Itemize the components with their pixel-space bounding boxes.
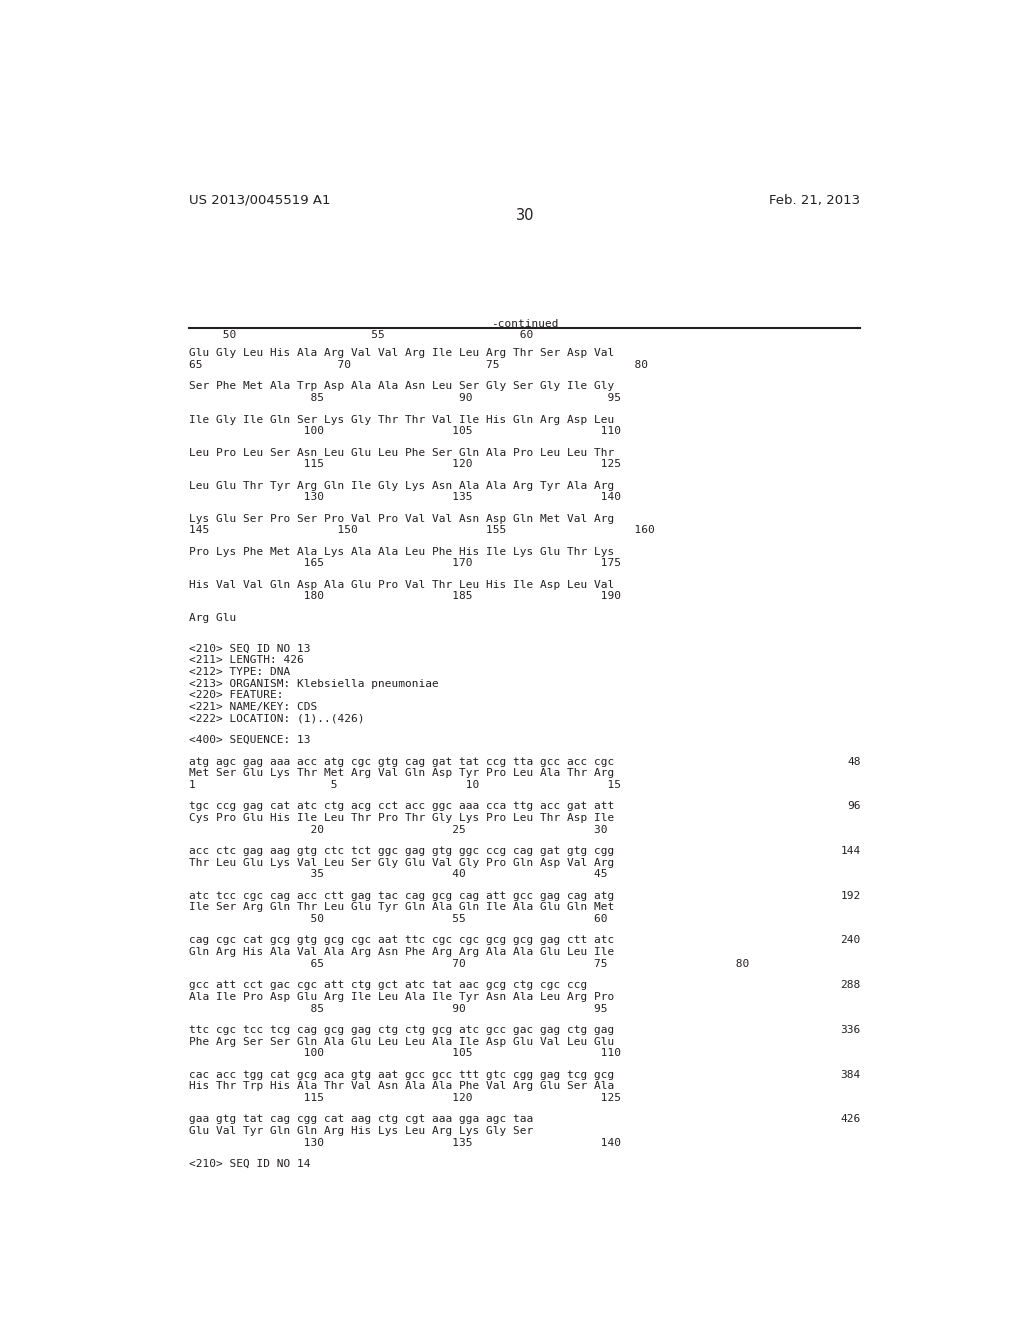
- Text: Arg Glu: Arg Glu: [189, 612, 237, 623]
- Text: cag cgc cat gcg gtg gcg cgc aat ttc cgc cgc gcg gcg gag ctt atc: cag cgc cat gcg gtg gcg cgc aat ttc cgc …: [189, 936, 614, 945]
- Text: 100                   105                   110: 100 105 110: [189, 1048, 622, 1059]
- Text: His Val Val Gln Asp Ala Glu Pro Val Thr Leu His Ile Asp Leu Val: His Val Val Gln Asp Ala Glu Pro Val Thr …: [189, 579, 614, 590]
- Text: Glu Gly Leu His Ala Arg Val Val Arg Ile Leu Arg Thr Ser Asp Val: Glu Gly Leu His Ala Arg Val Val Arg Ile …: [189, 348, 614, 359]
- Text: 336: 336: [841, 1024, 860, 1035]
- Text: <222> LOCATION: (1)..(426): <222> LOCATION: (1)..(426): [189, 714, 365, 723]
- Text: <221> NAME/KEY: CDS: <221> NAME/KEY: CDS: [189, 702, 317, 713]
- Text: 65                    70                    75                    80: 65 70 75 80: [189, 360, 648, 370]
- Text: <400> SEQUENCE: 13: <400> SEQUENCE: 13: [189, 735, 310, 746]
- Text: 115                   120                   125: 115 120 125: [189, 1093, 622, 1104]
- Text: Ser Phe Met Ala Trp Asp Ala Ala Asn Leu Ser Gly Ser Gly Ile Gly: Ser Phe Met Ala Trp Asp Ala Ala Asn Leu …: [189, 381, 614, 392]
- Text: 426: 426: [841, 1114, 860, 1125]
- Text: Leu Pro Leu Ser Asn Leu Glu Leu Phe Ser Gln Ala Pro Leu Leu Thr: Leu Pro Leu Ser Asn Leu Glu Leu Phe Ser …: [189, 447, 614, 458]
- Text: Thr Leu Glu Lys Val Leu Ser Gly Glu Val Gly Pro Gln Asp Val Arg: Thr Leu Glu Lys Val Leu Ser Gly Glu Val …: [189, 858, 614, 867]
- Text: acc ctc gag aag gtg ctc tct ggc gag gtg ggc ccg cag gat gtg cgg: acc ctc gag aag gtg ctc tct ggc gag gtg …: [189, 846, 614, 855]
- Text: Met Ser Glu Lys Thr Met Arg Val Gln Asp Tyr Pro Leu Ala Thr Arg: Met Ser Glu Lys Thr Met Arg Val Gln Asp …: [189, 768, 614, 779]
- Text: 144: 144: [841, 846, 860, 855]
- Text: gcc att cct gac cgc att ctg gct atc tat aac gcg ctg cgc ccg: gcc att cct gac cgc att ctg gct atc tat …: [189, 981, 588, 990]
- Text: 145                   150                   155                   160: 145 150 155 160: [189, 525, 655, 536]
- Text: US 2013/0045519 A1: US 2013/0045519 A1: [189, 194, 331, 207]
- Text: 20                   25                   30: 20 25 30: [189, 825, 607, 834]
- Text: Ile Gly Ile Gln Ser Lys Gly Thr Thr Val Ile His Gln Arg Asp Leu: Ile Gly Ile Gln Ser Lys Gly Thr Thr Val …: [189, 414, 614, 425]
- Text: Leu Glu Thr Tyr Arg Gln Ile Gly Lys Asn Ala Ala Arg Tyr Ala Arg: Leu Glu Thr Tyr Arg Gln Ile Gly Lys Asn …: [189, 480, 614, 491]
- Text: 115                   120                   125: 115 120 125: [189, 459, 622, 469]
- Text: Ala Ile Pro Asp Glu Arg Ile Leu Ala Ile Tyr Asn Ala Leu Arg Pro: Ala Ile Pro Asp Glu Arg Ile Leu Ala Ile …: [189, 991, 614, 1002]
- Text: <213> ORGANISM: Klebsiella pneumoniae: <213> ORGANISM: Klebsiella pneumoniae: [189, 678, 439, 689]
- Text: 96: 96: [847, 801, 860, 812]
- Text: 35                   40                   45: 35 40 45: [189, 870, 607, 879]
- Text: <211> LENGTH: 426: <211> LENGTH: 426: [189, 656, 304, 665]
- Text: 1                    5                   10                   15: 1 5 10 15: [189, 780, 622, 789]
- Text: Gln Arg His Ala Val Ala Arg Asn Phe Arg Arg Ala Ala Glu Leu Ile: Gln Arg His Ala Val Ala Arg Asn Phe Arg …: [189, 948, 614, 957]
- Text: 50                    55                    60: 50 55 60: [189, 330, 534, 341]
- Text: Lys Glu Ser Pro Ser Pro Val Pro Val Val Asn Asp Gln Met Val Arg: Lys Glu Ser Pro Ser Pro Val Pro Val Val …: [189, 513, 614, 524]
- Text: -continued: -continued: [492, 319, 558, 330]
- Text: 48: 48: [847, 756, 860, 767]
- Text: <210> SEQ ID NO 13: <210> SEQ ID NO 13: [189, 644, 310, 653]
- Text: cac acc tgg cat gcg aca gtg aat gcc gcc ttt gtc cgg gag tcg gcg: cac acc tgg cat gcg aca gtg aat gcc gcc …: [189, 1069, 614, 1080]
- Text: <212> TYPE: DNA: <212> TYPE: DNA: [189, 667, 291, 677]
- Text: 288: 288: [841, 981, 860, 990]
- Text: 50                   55                   60: 50 55 60: [189, 913, 607, 924]
- Text: Glu Val Tyr Gln Gln Arg His Lys Leu Arg Lys Gly Ser: Glu Val Tyr Gln Gln Arg His Lys Leu Arg …: [189, 1126, 534, 1137]
- Text: <210> SEQ ID NO 14: <210> SEQ ID NO 14: [189, 1159, 310, 1170]
- Text: 85                    90                    95: 85 90 95: [189, 393, 622, 403]
- Text: 165                   170                   175: 165 170 175: [189, 558, 622, 569]
- Text: gaa gtg tat cag cgg cat aag ctg cgt aaa gga agc taa: gaa gtg tat cag cgg cat aag ctg cgt aaa …: [189, 1114, 534, 1125]
- Text: Pro Lys Phe Met Ala Lys Ala Ala Leu Phe His Ile Lys Glu Thr Lys: Pro Lys Phe Met Ala Lys Ala Ala Leu Phe …: [189, 546, 614, 557]
- Text: 85                   90                   95: 85 90 95: [189, 1003, 607, 1014]
- Text: 130                   135                   140: 130 135 140: [189, 1138, 622, 1147]
- Text: <220> FEATURE:: <220> FEATURE:: [189, 690, 284, 701]
- Text: 192: 192: [841, 891, 860, 900]
- Text: 180                   185                   190: 180 185 190: [189, 591, 622, 602]
- Text: 65                   70                   75                   80: 65 70 75 80: [189, 958, 750, 969]
- Text: tgc ccg gag cat atc ctg acg cct acc ggc aaa cca ttg acc gat att: tgc ccg gag cat atc ctg acg cct acc ggc …: [189, 801, 614, 812]
- Text: 240: 240: [841, 936, 860, 945]
- Text: atc tcc cgc cag acc ctt gag tac cag gcg cag att gcc gag cag atg: atc tcc cgc cag acc ctt gag tac cag gcg …: [189, 891, 614, 900]
- Text: His Thr Trp His Ala Thr Val Asn Ala Ala Phe Val Arg Glu Ser Ala: His Thr Trp His Ala Thr Val Asn Ala Ala …: [189, 1081, 614, 1092]
- Text: Phe Arg Ser Ser Gln Ala Glu Leu Leu Ala Ile Asp Glu Val Leu Glu: Phe Arg Ser Ser Gln Ala Glu Leu Leu Ala …: [189, 1036, 614, 1047]
- Text: Ile Ser Arg Gln Thr Leu Glu Tyr Gln Ala Gln Ile Ala Glu Gln Met: Ile Ser Arg Gln Thr Leu Glu Tyr Gln Ala …: [189, 903, 614, 912]
- Text: ttc cgc tcc tcg cag gcg gag ctg ctg gcg atc gcc gac gag ctg gag: ttc cgc tcc tcg cag gcg gag ctg ctg gcg …: [189, 1024, 614, 1035]
- Text: 100                   105                   110: 100 105 110: [189, 426, 622, 436]
- Text: 130                   135                   140: 130 135 140: [189, 492, 622, 503]
- Text: 30: 30: [515, 209, 535, 223]
- Text: Cys Pro Glu His Ile Leu Thr Pro Thr Gly Lys Pro Leu Thr Asp Ile: Cys Pro Glu His Ile Leu Thr Pro Thr Gly …: [189, 813, 614, 822]
- Text: Feb. 21, 2013: Feb. 21, 2013: [769, 194, 860, 207]
- Text: atg agc gag aaa acc atg cgc gtg cag gat tat ccg tta gcc acc cgc: atg agc gag aaa acc atg cgc gtg cag gat …: [189, 756, 614, 767]
- Text: 384: 384: [841, 1069, 860, 1080]
